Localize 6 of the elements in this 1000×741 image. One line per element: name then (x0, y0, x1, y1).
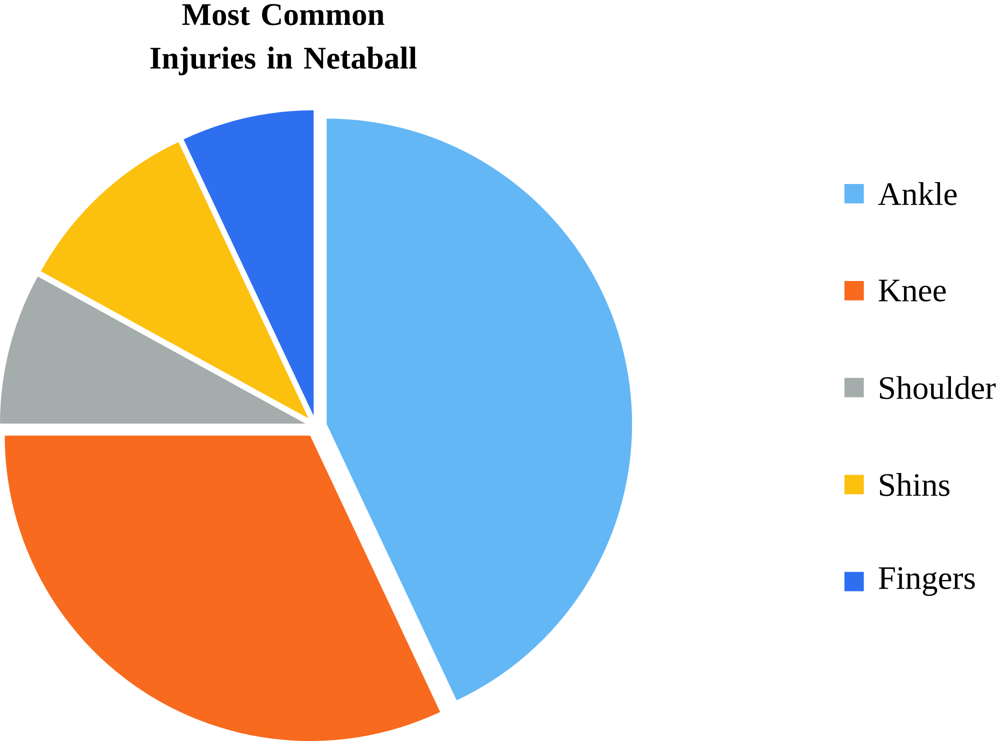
legend-label: Knee (878, 280, 946, 302)
legend-label: Shins (880, 473, 950, 496)
legend-label: Fingers (878, 567, 975, 596)
legend-label: Ankle (878, 182, 957, 206)
chart-title: Most Common Injuries in Netaball (150, 4, 417, 76)
legend-label: Shoulder (880, 376, 996, 400)
